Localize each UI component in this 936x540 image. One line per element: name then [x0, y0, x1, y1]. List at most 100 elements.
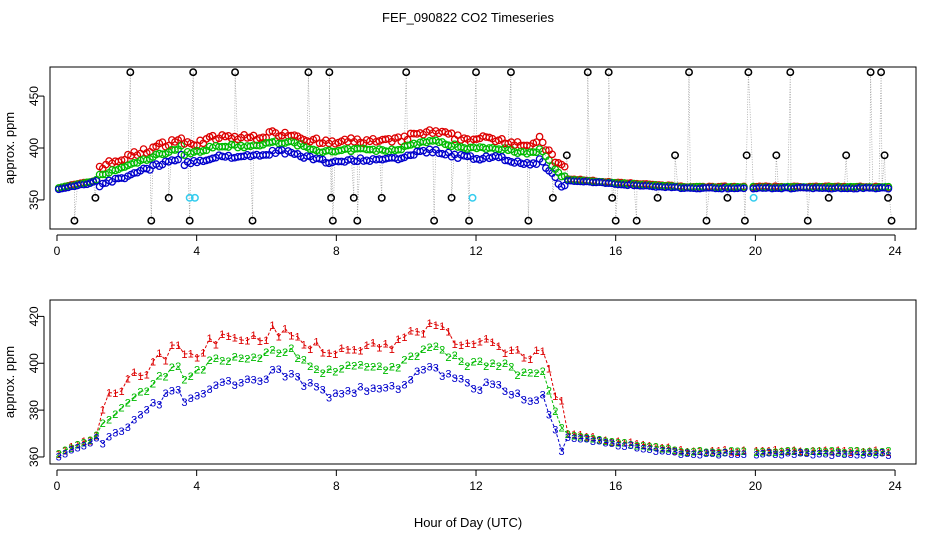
series-3-label-mark: 3 — [590, 436, 596, 448]
outlier-point — [604, 68, 613, 77]
series-2-segment — [360, 363, 367, 368]
series-3-segment — [360, 385, 368, 392]
series-1-segment — [479, 338, 487, 343]
series-2-segment — [77, 442, 85, 446]
series-3-label-mark: 3 — [722, 447, 728, 459]
series-1-label-mark: 1 — [169, 340, 175, 352]
series-2-segment — [825, 450, 832, 453]
series-1-segment — [454, 343, 462, 346]
series-3-segment — [611, 442, 619, 446]
series-3-label-mark: 3 — [521, 395, 527, 407]
series-3-label-mark: 3 — [194, 391, 200, 403]
series-3-label-mark: 3 — [144, 405, 150, 417]
outlier-point — [189, 68, 198, 77]
outlier-point — [866, 68, 875, 77]
series-2-label-mark: 2 — [716, 447, 722, 459]
series-1-segment — [643, 443, 650, 446]
series-2-segment — [209, 357, 217, 361]
series-1-segment — [391, 338, 399, 350]
series-1-point — [149, 143, 157, 152]
series-3-label-mark: 3 — [772, 449, 778, 461]
series-3-segment — [127, 419, 135, 428]
series-1-label-mark: 1 — [150, 357, 156, 369]
series-3-segment — [385, 384, 393, 388]
series-3-label-mark: 3 — [533, 395, 539, 407]
bottom-panel-x-tick-label: 8 — [333, 479, 340, 493]
series-1-segment — [447, 331, 456, 345]
series-3-label-mark: 3 — [408, 375, 414, 387]
top-panel-axes: 0 4 8 12 16 20 24 350 400 450 — [27, 86, 902, 258]
series-2-label-mark: 2 — [150, 379, 156, 391]
series-1-label-mark: 1 — [75, 439, 81, 451]
series-3-segment — [278, 368, 286, 377]
series-1-segment — [567, 432, 575, 435]
series-2-segment — [133, 390, 141, 398]
series-2-label-mark: 2 — [238, 353, 244, 365]
series-2-label-mark: 2 — [527, 368, 533, 380]
series-1-label-mark: 1 — [785, 446, 791, 458]
series-1-label-mark: 1 — [125, 373, 131, 385]
series-3-label-mark: 3 — [125, 422, 131, 434]
series-2-segment — [498, 362, 506, 367]
series-1-segment — [127, 371, 135, 379]
series-3-label-mark: 3 — [433, 363, 439, 375]
series-2-label-mark: 2 — [489, 358, 495, 370]
series-2-segment — [152, 375, 160, 384]
series-1-label-mark: 1 — [106, 388, 112, 400]
series-3-segment — [253, 379, 260, 382]
series-2-label-mark: 2 — [848, 446, 854, 458]
series-1-segment — [404, 330, 412, 338]
series-2-segment — [838, 450, 845, 453]
series-1-segment — [146, 361, 154, 375]
series-2-label-mark: 2 — [521, 367, 527, 379]
series-3-label-mark: 3 — [489, 379, 495, 391]
series-2-segment — [441, 349, 449, 358]
series-1-segment — [372, 342, 380, 348]
series-2-segment — [523, 371, 531, 374]
outlier-point — [325, 68, 334, 77]
series-1-segment — [108, 392, 116, 394]
series-3-segment — [806, 452, 814, 455]
series-3-label-mark: 3 — [691, 449, 697, 461]
series-1-segment — [354, 348, 361, 352]
series-2-segment — [303, 359, 311, 367]
series-2-segment — [611, 440, 619, 443]
series-3-label-mark: 3 — [301, 381, 307, 393]
series-1-label-mark: 1 — [68, 442, 74, 454]
series-2-segment — [775, 450, 782, 453]
series-2-point — [199, 147, 208, 155]
series-2-segment — [64, 447, 72, 451]
series-2-label-mark: 2 — [225, 356, 231, 368]
series-3-label-mark: 3 — [760, 448, 766, 460]
series-1-segment — [492, 341, 499, 347]
series-2-label-mark: 2 — [571, 430, 577, 442]
series-2-label-mark: 2 — [288, 343, 294, 355]
series-1-segment — [819, 449, 826, 452]
series-2-segment — [882, 450, 889, 453]
series-2-label-mark: 2 — [565, 429, 571, 441]
series-3-segment — [504, 390, 512, 396]
series-3-segment — [674, 451, 682, 455]
series-1-segment — [291, 334, 298, 338]
series-3-label-mark: 3 — [357, 381, 363, 393]
flagged-point — [190, 193, 199, 202]
bottom-panel-x-tick-label: 0 — [54, 479, 61, 493]
series-1-segment — [379, 343, 386, 348]
series-2-label-mark: 2 — [188, 371, 194, 383]
series-1-segment — [284, 328, 292, 336]
series-3-label-mark: 3 — [653, 446, 659, 458]
series-1-label-mark: 1 — [458, 340, 464, 352]
series-1-segment — [561, 400, 569, 434]
outlier-point — [671, 151, 680, 160]
series-2-label-mark: 2 — [772, 447, 778, 459]
outlier-point — [880, 151, 889, 160]
series-1-segment — [234, 337, 242, 341]
series-3-label-mark: 3 — [860, 449, 866, 461]
series-2-segment — [397, 359, 405, 368]
series-1-segment — [334, 347, 342, 355]
series-3-label-mark: 3 — [797, 447, 803, 459]
series-3-segment — [775, 453, 782, 456]
series-2-label-mark: 2 — [137, 386, 143, 398]
top-panel-ylabel: approx. ppm — [2, 112, 17, 184]
series-2-label-mark: 2 — [577, 431, 583, 443]
